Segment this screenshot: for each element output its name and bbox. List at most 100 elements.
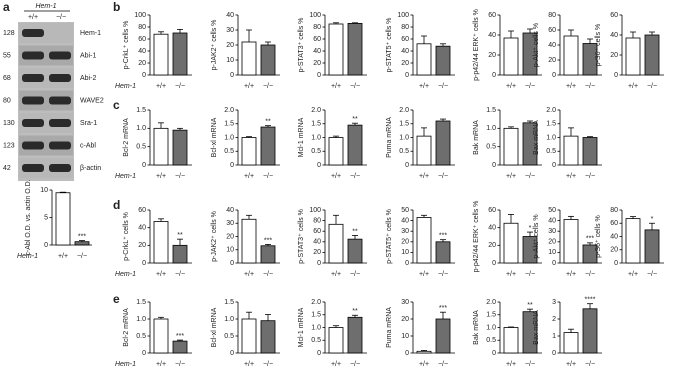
blot-size: 68 (3, 75, 11, 82)
bar (241, 41, 257, 76)
y-tick-label: 3 (552, 299, 556, 306)
y-tick-label: 5 (44, 214, 48, 221)
x-tick-label: +/+ (156, 271, 166, 278)
y-axis-label: p-Akt⁺ cells % (533, 214, 540, 258)
chart: 0 0.5 1.0 1.5 Bcl-2 mRNA Hem-1 +/+ −/− (115, 107, 192, 180)
x-tick-label: −/− (350, 83, 360, 90)
y-tick-label: 10 (401, 249, 409, 256)
x-tick-label: +/+ (566, 271, 576, 278)
blot-lane-strip (19, 68, 73, 88)
x-tick-label: −/− (647, 271, 657, 278)
y-tick-label: 2.0 (399, 107, 409, 114)
y-tick-label: 0 (614, 260, 618, 267)
x-tick-label: −/− (350, 361, 360, 368)
y-tick-label: 2.0 (224, 107, 234, 114)
blot-band (22, 29, 44, 37)
blot-protein: WAVE2 (80, 97, 104, 104)
chart: 0 20 40 60 80 100 p-STAT3⁺ cells % +/+ −/− (298, 12, 367, 90)
chart: 0 0.5 1.0 1.5 Bcl-2 mRNA Hem-1 +/+ −/− *** (115, 299, 192, 368)
chart: 0 20 40 60 p-S6⁺ cells % +/+ −/− (595, 12, 664, 90)
bar (522, 122, 538, 166)
y-axis-label: p-JAK2⁺ cells % (211, 20, 218, 71)
y-tick-label: 10 (401, 333, 409, 340)
chart: 0 5 10 c-Abl O.D. vs. actin O.D.Hem-1 +/+ −/−… (17, 179, 92, 260)
y-tick-label: 40 (138, 48, 146, 55)
x-tick-label: −/− (263, 271, 273, 278)
bar (172, 244, 188, 264)
blot-protein: Abi-2 (80, 75, 96, 82)
y-axis-label: p-STAT3⁺ cells % (298, 209, 305, 264)
bar (328, 223, 344, 264)
chart: 0 0.5 1.0 1.5 Bak mRNA +/+ −/− (473, 107, 542, 180)
x-tick-label: +/+ (419, 173, 429, 180)
y-tick-label: 0.5 (399, 148, 409, 155)
y-tick-label: 0.5 (486, 144, 496, 151)
chart: 0 20 40 60 p-p42/44 ERK⁺ cells % +/+ −/− (473, 9, 542, 90)
y-tick-label: 20 (548, 239, 556, 246)
blot-band (49, 119, 71, 127)
y-tick-label: 1.5 (399, 121, 409, 128)
bar (563, 332, 579, 354)
y-tick-label: 0.5 (224, 148, 234, 155)
x-tick-label: +/+ (506, 271, 516, 278)
y-tick-label: 60 (610, 220, 618, 227)
y-tick-label: 10 (226, 57, 234, 64)
y-tick-label: 100 (134, 12, 146, 19)
y-tick-label: 1.5 (136, 107, 146, 114)
x-tick-label: +/+ (506, 173, 516, 180)
bar (241, 137, 257, 166)
y-tick-label: 30 (226, 27, 234, 34)
bar (435, 45, 451, 76)
y-tick-label: 0 (230, 162, 234, 169)
bar (172, 32, 188, 76)
y-tick-label: 0.5 (224, 333, 234, 340)
x-tick-label: +/+ (244, 271, 254, 278)
bar (563, 135, 579, 166)
y-tick-label: 40 (548, 42, 556, 49)
blot-band (22, 164, 44, 172)
y-tick-label: 60 (610, 12, 618, 19)
chart: 0 10 20 30 40 p-JAK2⁺ cells % +/+ −/− (211, 12, 280, 90)
y-tick-label: 40 (548, 217, 556, 224)
y-tick-label: 60 (401, 36, 409, 43)
x-tick-label: −/− (263, 361, 273, 368)
y-tick-label: 20 (610, 247, 618, 254)
y-tick-label: 80 (401, 24, 409, 31)
y-tick-label: 0 (405, 260, 409, 267)
bar (625, 218, 641, 264)
x-tick-label: −/− (175, 271, 185, 278)
blot-size: 130 (3, 120, 15, 127)
y-tick-label: 20 (226, 42, 234, 49)
y-tick-label: 0 (317, 260, 321, 267)
blot-band (49, 96, 71, 105)
y-tick-label: 20 (401, 239, 409, 246)
x-tick-label: −/− (438, 83, 448, 90)
y-tick-label: 1.5 (311, 312, 321, 319)
bar (563, 35, 579, 76)
y-tick-label: 0.5 (486, 337, 496, 344)
x-tick-label: −/− (438, 271, 448, 278)
bar (347, 22, 363, 76)
y-axis-label: p-CrkL⁺ cells % (123, 212, 130, 261)
chart: 0 0.5 1.0 1.5 2.0 Puma mRNA +/+ −/− (386, 107, 455, 180)
y-tick-label: 30 (548, 228, 556, 235)
y-tick-label: 1.0 (546, 134, 556, 141)
x-tick-label: +/+ (331, 271, 341, 278)
blot-band (22, 96, 44, 105)
x-tick-label: −/− (585, 361, 595, 368)
bar (260, 126, 276, 166)
bar (74, 241, 90, 246)
bar (153, 318, 169, 354)
bar (625, 37, 641, 76)
chart: 0 0.5 1.0 1.5 2.0 Mcl-1 mRNA +/+ −/− ** (298, 107, 367, 180)
blot-protein: β-actin (80, 165, 101, 172)
y-tick-label: 0 (405, 162, 409, 169)
y-tick-label: 0 (230, 350, 234, 357)
y-tick-label: 0 (405, 72, 409, 79)
y-tick-label: 20 (313, 249, 321, 256)
chart: 0 0.5 1.0 1.5 2.0 Bax mRNA +/+ −/− (533, 107, 602, 180)
bar (172, 340, 188, 354)
y-tick-label: 2.0 (486, 299, 496, 306)
blot-protein: c-Abl (80, 142, 96, 149)
x-tick-label: −/− (525, 173, 535, 180)
